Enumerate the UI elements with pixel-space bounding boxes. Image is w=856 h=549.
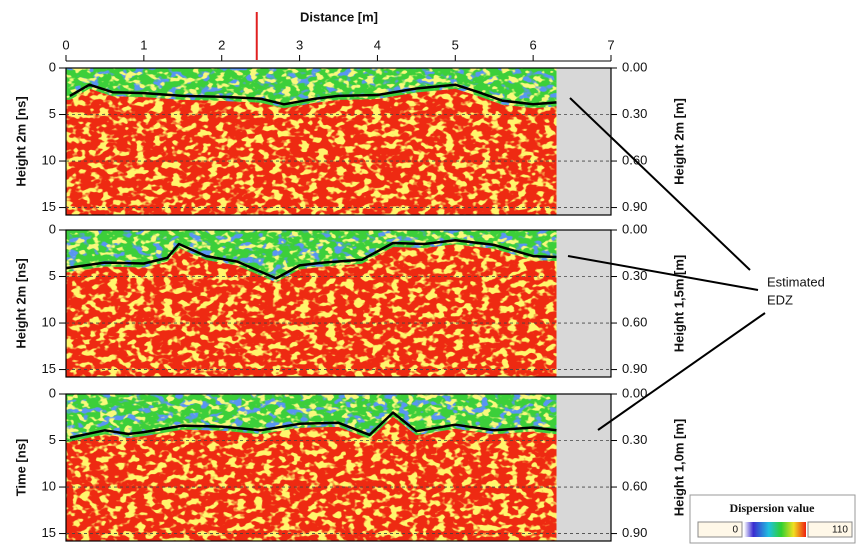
min-box [697, 521, 743, 538]
annotation-line: EDZ [767, 292, 793, 307]
colorbar-min: 0 [732, 525, 738, 536]
y2-tick-label: 0.60 [622, 478, 647, 493]
radargram [66, 394, 557, 541]
pointer-line [597, 312, 766, 431]
y2-axis-title: Height 1,5m [m] [671, 255, 686, 353]
y2-tick-label: 0.30 [622, 106, 647, 121]
y2-tick-label: 0.00 [622, 221, 647, 236]
y-axis-title: Height 2m [ns] [13, 258, 28, 348]
edz-line [69, 83, 557, 106]
y2-axis-title: Height 1,0m [m] [671, 419, 686, 517]
x-tick-label: 2 [218, 37, 225, 52]
x-tick-label: 5 [452, 37, 459, 52]
panel-frame [65, 229, 612, 378]
scan-background [556, 394, 611, 541]
y2-tick-label: 0.00 [622, 59, 647, 74]
colorbar-title: Dispersion value [729, 501, 815, 515]
y-axis-title: Time [ns] [13, 439, 28, 497]
panel: 0 5 10 15 0.00 0.30 0.60 0.90 Height 2m [ns] Heig… [13, 221, 686, 378]
panel-frame [65, 67, 612, 216]
pointers [567, 97, 766, 431]
edz-line [65, 238, 557, 280]
colorbar: Dispersion value 0 110 [689, 494, 856, 544]
y2-axis-title: Height 2m [m] [671, 98, 686, 185]
y-tick-label: 5 [49, 432, 56, 447]
y-tick-label: 5 [49, 268, 56, 283]
colorbar-max: 110 [832, 525, 848, 536]
annotation-line: Estimated [767, 274, 825, 289]
y2-tick-label: 0.90 [622, 525, 647, 540]
y-tick-label: 0 [49, 385, 56, 400]
colorbar-gradient [744, 522, 806, 537]
pointer-line [567, 255, 759, 291]
x-tick-label: 0 [62, 37, 69, 52]
y2-tick-label: 0.00 [622, 385, 647, 400]
y-tick-label: 10 [42, 314, 56, 329]
x-tick-label: 4 [374, 37, 381, 52]
panel-frame [65, 393, 612, 542]
y-tick-label: 5 [49, 106, 56, 121]
panel: 0 5 10 15 0.00 0.30 0.60 0.90 Time [ns] Height 1,… [13, 385, 686, 542]
x-tick-label: 1 [140, 37, 147, 52]
y2-tick-label: 0.30 [622, 268, 647, 283]
x-tick-label: 7 [607, 37, 614, 52]
x-tick-label: 6 [530, 37, 537, 52]
x-axis-title: Distance [m] [300, 9, 378, 24]
y2-tick-label: 0.30 [622, 432, 647, 447]
edz-line [69, 411, 557, 439]
y-tick-label: 0 [49, 221, 56, 236]
y-axis-title: Height 2m [ns] [13, 96, 28, 186]
y-tick-label: 15 [42, 525, 56, 540]
scan-background [556, 68, 611, 215]
pointer-line [569, 97, 751, 271]
max-box [807, 521, 853, 538]
radargram [66, 68, 557, 215]
y2-tick-label: 0.90 [622, 361, 647, 376]
y-tick-label: 15 [42, 361, 56, 376]
radargram [66, 230, 557, 377]
y-tick-label: 15 [42, 199, 56, 214]
y2-tick-label: 0.90 [622, 199, 647, 214]
y-tick-label: 0 [49, 59, 56, 74]
y-tick-label: 10 [42, 152, 56, 167]
plots: 0 1 2 3 4 5 6 7 0 5 10 15 0.00 0.30 0.60 0.90 Height 2m … [13, 12, 686, 542]
y-tick-label: 10 [42, 478, 56, 493]
scan-background [556, 230, 611, 377]
x-tick-label: 3 [296, 37, 303, 52]
y2-tick-label: 0.60 [622, 314, 647, 329]
